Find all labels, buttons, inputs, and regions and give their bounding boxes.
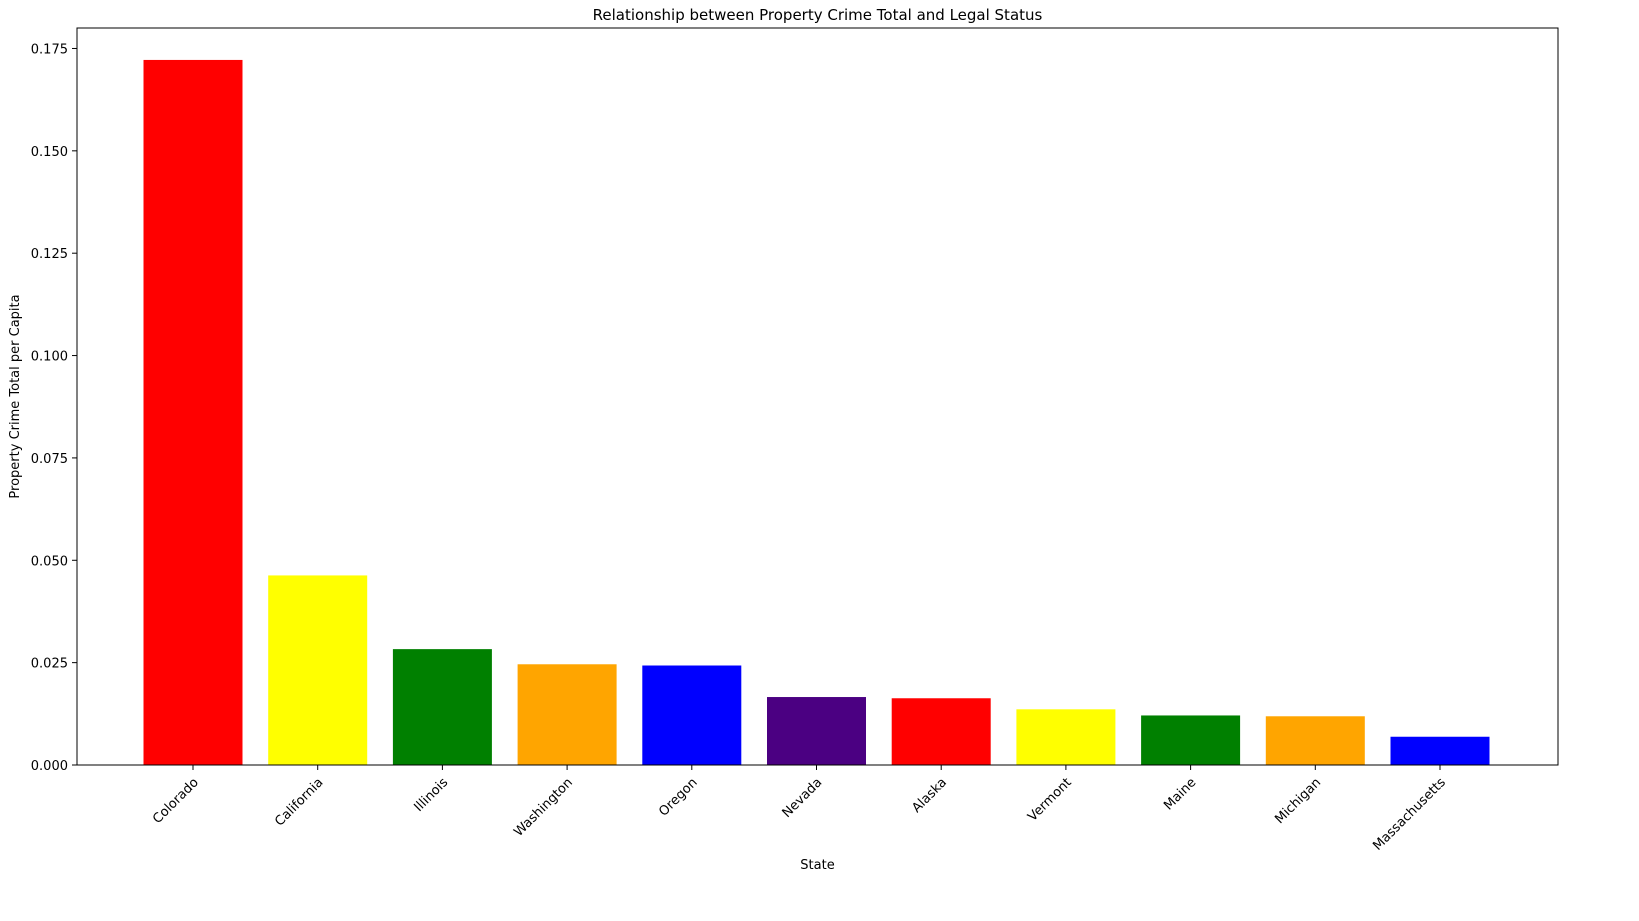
x-tick-label: Maine [1161,775,1199,813]
y-axis: 0.000 0.025 0.050 0.075 0.100 0.125 0.150 0.175 [31,42,77,774]
x-tick-label: Illinois [411,775,451,815]
bar-vermont [1016,709,1116,765]
x-tick-label: Colorado [150,775,202,827]
y-tick-label: 0.050 [31,554,68,569]
plot-frame [76,27,1559,766]
bar-alaska [891,698,991,765]
y-tick-label: 0.000 [31,759,68,774]
x-tick-label: Massachusetts [1370,775,1449,854]
bar-maine [1141,715,1241,765]
x-tick-label: Washington [511,775,576,840]
x-tick-label: California [272,775,326,829]
bars-group [143,59,1490,766]
x-tick-label: Oregon [656,775,700,819]
x-axis: Colorado California Illinois Washington Oreg… [150,765,1449,854]
bar-massachusetts [1390,736,1490,765]
bar-colorado [143,59,243,766]
x-tick-label: Vermont [1025,775,1074,824]
bar-california [268,575,368,765]
y-tick-label: 0.075 [31,452,68,467]
y-tick-label: 0.100 [31,350,68,365]
x-axis-label: State [800,858,834,873]
y-axis-label: Property Crime Total per Capita [8,294,23,498]
y-tick-label: 0.150 [31,145,68,160]
y-tick-label: 0.025 [31,657,68,672]
bar-illinois [392,649,492,765]
chart-title: Relationship between Property Crime Tota… [593,6,1043,24]
bar-nevada [767,697,866,765]
x-tick-label: Michigan [1272,775,1324,827]
x-tick-label: Nevada [780,775,826,821]
y-tick-label: 0.125 [31,247,68,262]
bar-washington [517,664,617,765]
bar-michigan [1265,716,1365,765]
x-tick-label: Alaska [909,775,950,816]
y-tick-label: 0.175 [31,42,68,57]
bar-oregon [642,665,742,765]
